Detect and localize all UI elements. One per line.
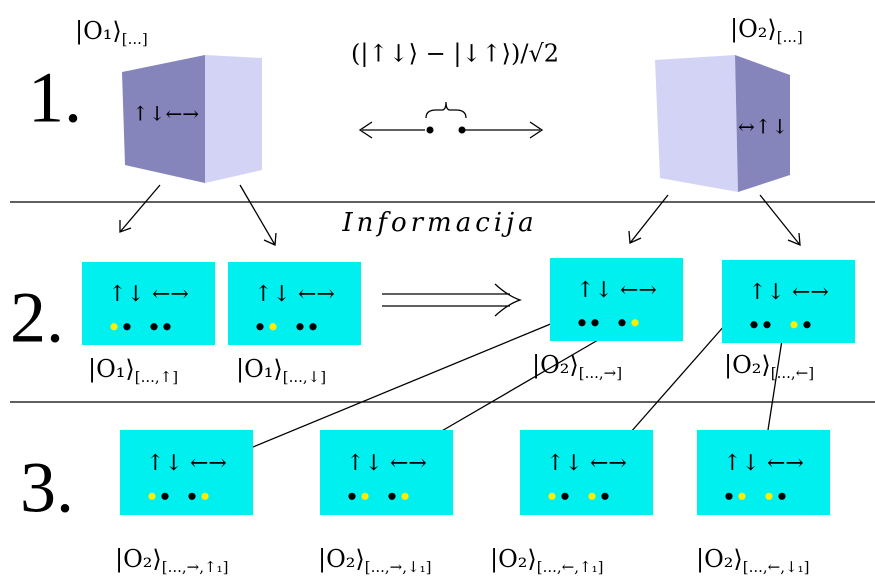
dot [256,323,263,330]
dot [750,321,757,328]
state-label: |O₁⟩[...] [75,17,148,49]
dot [790,321,797,328]
state-label: |O₁⟩[...,↓] [236,355,326,387]
dot [123,323,130,330]
dot [161,493,168,500]
state-label: |O₂⟩[...,←,↑₁] [490,545,603,577]
dot [618,319,625,326]
cube-spins: ↑↓←→ [132,102,199,126]
dot [548,493,555,500]
dot [803,321,810,328]
row-number: 1. [28,58,82,138]
row-number: 3. [20,448,74,528]
entangled-state: (|↑↓⟩ − |↓↑⟩)/√2 [351,40,559,69]
cube-face [205,55,262,183]
cube-face [655,55,738,192]
box-spins: ↑↓ ←→ [108,282,189,307]
particle [459,127,466,134]
state-label: |O₂⟩[...,→] [532,351,622,383]
dot [738,493,745,500]
dot [348,493,355,500]
dot [163,323,170,330]
state-label: |O₂⟩[...] [730,15,803,47]
dot [296,323,303,330]
diagram: 1. 2. 3. ↑↓←→ |O₁⟩[...] ↔↑↓ |O₂⟩[...] (|… [0,0,875,588]
dot [763,321,770,328]
state-label: |O₂⟩[...,→,↓₁] [318,545,431,577]
dot [591,319,598,326]
box-spins: ↑↓ ←→ [254,282,335,307]
dot [765,493,772,500]
box-spins: ↑↓ ←→ [748,280,829,305]
box-spins: ↑↓ ←→ [576,278,657,303]
dot [778,493,785,500]
row-number: 2. [10,278,64,358]
cube-spins: ↔↑↓ [738,115,788,139]
dot [201,493,208,500]
dot [188,493,195,500]
state-label: |O₂⟩[...,→,↑₁] [115,545,228,577]
dot [150,323,157,330]
dot [561,493,568,500]
box-spins: ↑↓ ←→ [346,451,427,476]
box-spins: ↑↓ ←→ [723,451,804,476]
dot [725,493,732,500]
state-label: |O₁⟩[...,↑] [88,355,178,387]
dot [631,319,638,326]
dot [388,493,395,500]
dot [401,493,408,500]
particle [427,127,434,134]
dot [588,493,595,500]
dot [578,319,585,326]
brace [426,102,466,118]
dot [361,493,368,500]
box-spins: ↑↓ ←→ [546,451,627,476]
box-spins: ↑↓ ←→ [146,451,227,476]
dot [269,323,276,330]
state-label: |O₂⟩[...,←] [724,351,814,383]
dot [601,493,608,500]
dot [110,323,117,330]
dot [309,323,316,330]
implies-arrow [382,284,520,316]
information-label: Informacija [341,208,537,238]
dot [148,493,155,500]
state-label: |O₂⟩[...,←,↓₁] [696,545,809,577]
